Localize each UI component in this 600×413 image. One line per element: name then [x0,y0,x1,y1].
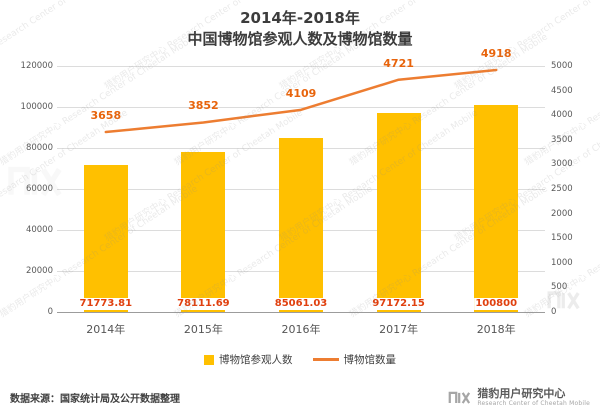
chart-title-line2: 中国博物馆参观人数及博物馆数量 [187,30,413,48]
chart-legend: 博物馆参观人数 博物馆数量 [0,352,600,367]
legend-item-visitors: 博物馆参观人数 [204,352,293,367]
cheetah-logo-x [462,392,471,404]
line-value-label: 4918 [480,47,512,61]
bar-value-label: 100800 [474,298,519,310]
bar [474,105,519,312]
x-axis-label: 2016年 [281,323,321,336]
left-axis-tick: 60000 [25,184,53,194]
bar [181,151,226,312]
bar-value-label: 71773.81 [78,298,134,310]
left-axis-tick: 0 [47,307,53,317]
footer: 数据来源：国家统计局及公开数据整理 猎豹用户研究中心 Research Cent… [0,388,600,408]
bar [83,164,128,312]
legend-label-museums: 博物馆数量 [343,354,397,366]
brand-name-cn: 猎豹用户研究中心 [477,387,566,400]
right-axis-tick: 1000 [551,257,573,268]
x-axis-label: 2017年 [379,323,419,336]
brand-text: 猎豹用户研究中心 Research Center of Cheetah Mobi… [477,387,590,408]
left-axis-tick: 120000 [20,61,53,71]
line-value-label: 4109 [285,86,317,100]
bar [279,137,323,312]
legend-label-visitors: 博物馆参观人数 [219,354,293,366]
x-axis-line [57,312,545,313]
left-axis-tick: 40000 [25,225,53,235]
legend-bar-swatch-icon [204,354,214,365]
legend-item-museums: 博物馆数量 [312,352,397,367]
brand-name-en: Research Center of Cheetah Mobile [477,400,590,407]
x-axis-label: 2015年 [183,323,223,336]
line-series-path [104,68,498,134]
right-axis-tick: 2500 [551,184,573,194]
brand: 猎豹用户研究中心 Research Center of Cheetah Mobi… [447,388,590,407]
right-axis-tick: 4500 [551,85,573,96]
chart-title-line1: 2014年-2018年 [240,9,360,27]
gridline [57,107,545,108]
right-axis-tick: 3000 [551,159,573,170]
line-value-label: 4721 [383,56,414,70]
x-axis-label: 2018年 [476,323,516,336]
right-axis-tick: 2000 [551,208,573,219]
right-axis-tick: 4000 [551,110,573,121]
left-axis-tick: 100000 [20,102,53,112]
right-axis-tick: 500 [551,282,568,293]
cheetah-logo-icon [449,391,471,404]
legend-line-swatch-icon [312,358,339,361]
bar [376,112,421,312]
line-value-label: 3658 [90,109,122,123]
right-axis-tick: 1500 [551,233,573,244]
line-value-label: 3852 [188,99,219,113]
bar-value-label: 85061.03 [273,298,329,310]
bar-value-label: 78111.69 [176,298,231,310]
data-source-note: 数据来源：国家统计局及公开数据整理 [10,394,180,405]
right-axis-tick: 0 [551,307,557,317]
x-axis-label: 2014年 [86,323,126,336]
chart-title: 2014年-2018年 中国博物馆参观人数及博物馆数量 [0,8,600,50]
right-axis-tick: 5000 [551,61,573,71]
left-axis-tick: 80000 [25,143,53,153]
gridline [57,66,545,67]
left-axis-tick: 20000 [25,266,53,276]
cheetah-logo-bracket [449,391,458,404]
right-axis-tick: 3500 [551,134,573,145]
bar-value-label: 97172.15 [371,298,426,310]
